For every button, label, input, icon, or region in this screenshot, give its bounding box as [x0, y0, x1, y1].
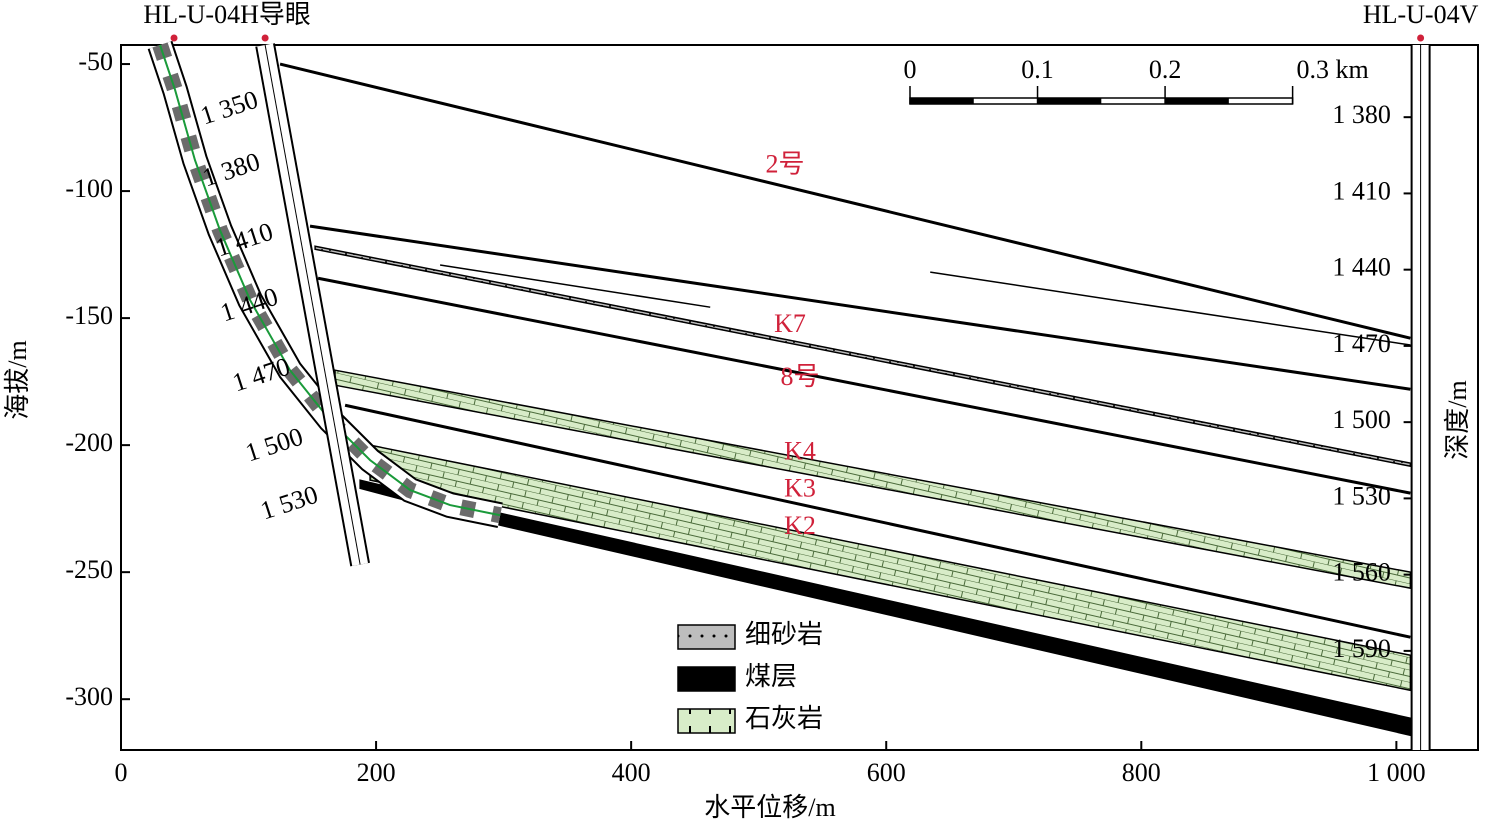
- legend-label: 煤层: [745, 662, 797, 691]
- x-tick-label: 400: [612, 758, 651, 787]
- y-tick-label: -100: [65, 174, 113, 203]
- legend-swatch: [677, 666, 736, 692]
- well-name: HL-U-04H导眼: [143, 0, 311, 29]
- layer-label: K7: [774, 309, 806, 338]
- layer-sandstone: [314, 245, 1412, 468]
- layer-line: [344, 403, 1411, 639]
- layer-coal: [359, 479, 1412, 737]
- layer-label: 2号: [765, 149, 804, 178]
- well-depth-label: 1 500: [242, 422, 307, 468]
- layer-label: K3: [784, 473, 816, 502]
- y-tick-label: -200: [65, 428, 113, 457]
- well-depth-label: 1 380: [199, 147, 264, 193]
- plot-frame: [120, 44, 1479, 751]
- y-tick-label: -250: [65, 555, 113, 584]
- well-head-dot: [170, 34, 178, 42]
- layer-line: [279, 62, 1411, 340]
- y-axis-title: 海拔/m: [3, 340, 32, 419]
- layer-label: K2: [784, 511, 816, 540]
- x-tick-label: 200: [357, 758, 396, 787]
- scale-bar-segment: [1165, 98, 1229, 104]
- layer-label: K4: [784, 436, 816, 465]
- y2-tick-label: 1 590: [1332, 634, 1391, 663]
- well-depth-label: 1 530: [257, 480, 322, 526]
- x-tick-label: 800: [1122, 758, 1161, 787]
- scale-bar-segment: [1037, 98, 1102, 104]
- y-tick-label: -50: [78, 47, 113, 76]
- scale-bar-label: 0.1: [1021, 55, 1054, 84]
- scale-bar-segment: [910, 98, 974, 104]
- legend-label: 石灰岩: [745, 704, 823, 733]
- well-head-dot: [1417, 34, 1425, 42]
- y2-tick-label: 1 500: [1332, 405, 1391, 434]
- x-tick-label: 600: [867, 758, 906, 787]
- y2-axis-title: 深度/m: [1443, 380, 1472, 459]
- y2-tick-label: 1 470: [1332, 329, 1391, 358]
- x-tick-label: 0: [115, 758, 128, 787]
- scale-bar-label: 0.2: [1149, 55, 1182, 84]
- scale-bar-label: 0.3 km: [1296, 55, 1368, 84]
- well-name: HL-U-04V: [1363, 0, 1479, 29]
- x-tick-label: 1 000: [1367, 758, 1426, 787]
- legend-swatch: [677, 624, 736, 650]
- y2-tick-label: 1 410: [1332, 176, 1391, 205]
- layer-thin: [930, 271, 1411, 346]
- y2-tick-label: 1 560: [1332, 558, 1391, 587]
- well-head-dot: [261, 34, 269, 42]
- y2-tick-label: 1 380: [1332, 100, 1391, 129]
- y-tick-label: -300: [65, 682, 113, 711]
- well-track: [264, 44, 361, 565]
- y2-tick-label: 1 530: [1332, 481, 1391, 510]
- y-tick-label: -150: [65, 301, 113, 330]
- x-axis-title: 水平位移/m: [704, 793, 835, 822]
- y2-tick-label: 1 440: [1332, 253, 1391, 282]
- legend-swatch: [677, 708, 736, 734]
- layer-line: [309, 224, 1411, 391]
- legend-label: 细砂岩: [745, 620, 823, 649]
- scale-bar-label: 0: [904, 55, 917, 84]
- well-depth-label: 1 470: [229, 352, 294, 398]
- layer-line: [317, 276, 1411, 495]
- well-track: [159, 44, 501, 517]
- well-depth-label: 1 350: [197, 85, 262, 131]
- layer-thin: [439, 264, 711, 308]
- layer-label: 8号: [780, 362, 819, 391]
